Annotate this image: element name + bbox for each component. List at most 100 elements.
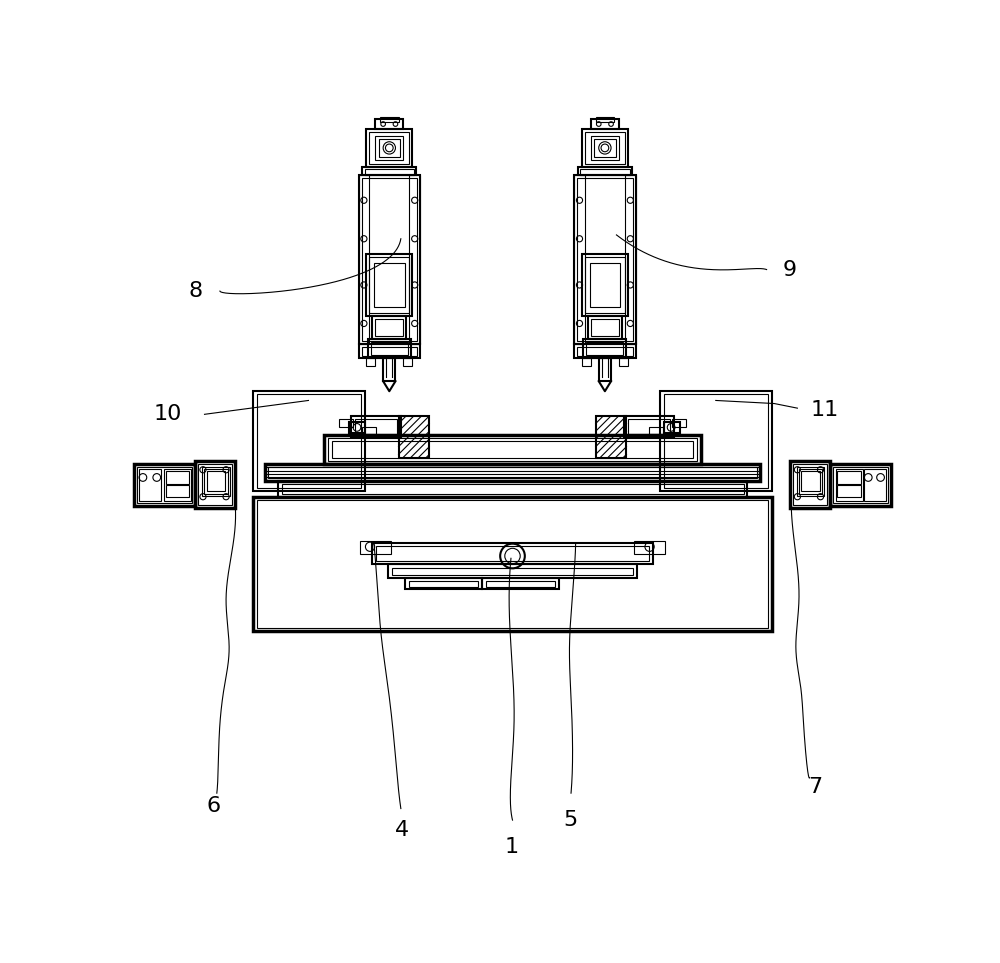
Bar — [383, 358, 395, 381]
Bar — [265, 464, 760, 482]
Bar — [134, 463, 195, 506]
Bar — [379, 139, 400, 157]
Bar — [366, 254, 412, 316]
Bar — [574, 175, 636, 344]
Text: 11: 11 — [810, 400, 838, 420]
Bar — [799, 469, 822, 494]
Bar — [360, 540, 391, 555]
Text: 6: 6 — [207, 796, 221, 817]
Bar — [164, 469, 191, 501]
Bar — [366, 358, 375, 366]
Bar — [349, 422, 365, 432]
Bar — [388, 564, 637, 579]
Bar — [482, 578, 559, 589]
Bar — [591, 136, 619, 160]
Text: 1: 1 — [505, 837, 519, 857]
Bar — [366, 129, 412, 168]
Bar — [577, 347, 633, 355]
Bar — [375, 319, 403, 336]
Bar — [580, 169, 630, 175]
Bar — [864, 469, 886, 501]
Text: 9: 9 — [783, 260, 797, 279]
Bar — [278, 482, 747, 497]
Bar — [590, 264, 620, 306]
Bar — [588, 316, 622, 339]
Bar — [374, 264, 405, 306]
Bar — [253, 391, 365, 491]
Bar — [369, 132, 409, 164]
Bar — [372, 543, 653, 564]
Bar — [582, 254, 628, 316]
Bar — [324, 435, 701, 464]
Bar — [369, 257, 409, 313]
Text: 8: 8 — [188, 281, 202, 301]
Bar — [619, 358, 628, 366]
Text: 10: 10 — [153, 404, 182, 425]
Bar — [574, 175, 585, 344]
Bar — [253, 497, 772, 632]
Bar — [599, 358, 611, 381]
Bar — [591, 319, 619, 336]
Bar — [634, 540, 665, 555]
Bar — [198, 463, 232, 506]
Bar — [139, 469, 161, 501]
Bar — [392, 567, 633, 575]
Bar — [790, 460, 830, 508]
Bar — [409, 581, 478, 586]
Bar — [380, 117, 399, 121]
Bar — [362, 428, 376, 433]
Bar — [625, 175, 636, 344]
Bar — [358, 175, 369, 344]
Bar — [202, 467, 230, 496]
Bar — [351, 416, 401, 437]
Bar — [362, 347, 417, 355]
Bar — [586, 342, 623, 355]
Bar — [577, 178, 633, 341]
Bar — [371, 342, 408, 355]
Bar — [195, 460, 235, 508]
Bar — [375, 119, 403, 129]
Bar — [596, 416, 626, 458]
Bar — [257, 394, 361, 488]
Bar — [585, 257, 625, 313]
Bar — [578, 168, 632, 175]
Bar — [339, 419, 353, 427]
Bar — [372, 316, 406, 339]
Bar — [207, 471, 225, 491]
Bar — [837, 471, 861, 483]
Text: 7: 7 — [808, 777, 822, 797]
Bar — [660, 391, 772, 491]
Bar — [793, 463, 827, 506]
Bar — [376, 546, 649, 561]
Bar — [833, 467, 888, 503]
Bar — [624, 416, 674, 437]
Bar — [355, 419, 397, 434]
Bar — [257, 500, 768, 629]
Bar — [358, 175, 420, 344]
Bar — [137, 467, 192, 503]
Bar — [403, 358, 412, 366]
Bar — [591, 119, 619, 129]
Bar — [574, 344, 636, 358]
Bar — [268, 467, 757, 479]
Bar — [672, 419, 686, 427]
Bar — [362, 178, 417, 341]
Bar — [596, 117, 614, 121]
Bar — [166, 485, 189, 498]
Bar — [664, 394, 768, 488]
Bar — [801, 471, 820, 491]
Bar — [328, 438, 697, 461]
Bar — [594, 139, 616, 157]
Bar — [204, 469, 228, 494]
Bar — [583, 339, 626, 358]
Bar — [282, 484, 744, 494]
Bar — [375, 136, 403, 160]
Bar — [368, 339, 411, 358]
Bar — [797, 467, 824, 496]
Bar — [582, 129, 628, 168]
Bar — [362, 168, 416, 175]
Bar — [399, 416, 429, 458]
Bar — [628, 419, 670, 434]
Bar — [332, 441, 693, 458]
Text: 4: 4 — [395, 820, 409, 840]
